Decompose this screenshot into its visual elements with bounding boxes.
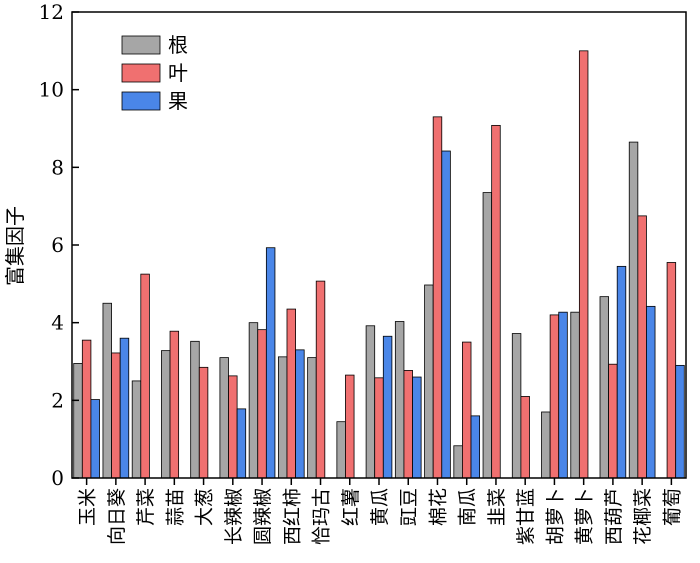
y-tick-label: 0 bbox=[51, 466, 64, 490]
category-label: 紫甘蓝 bbox=[515, 488, 537, 545]
bar bbox=[570, 311, 580, 479]
bar bbox=[102, 302, 112, 479]
bar bbox=[511, 333, 522, 479]
bar bbox=[190, 340, 200, 479]
bar bbox=[295, 349, 305, 479]
bar bbox=[131, 380, 142, 479]
bar bbox=[541, 411, 551, 479]
bar bbox=[73, 363, 83, 479]
bar bbox=[140, 273, 150, 479]
category-label: 蒜苗 bbox=[164, 488, 186, 526]
bars bbox=[73, 50, 685, 479]
bar bbox=[119, 337, 130, 479]
bar bbox=[599, 296, 610, 479]
legend: 根叶果 bbox=[121, 33, 188, 113]
bar bbox=[161, 350, 171, 479]
category-label: 大葱 bbox=[194, 488, 216, 526]
bar bbox=[169, 330, 180, 479]
bar bbox=[315, 280, 326, 479]
y-axis-title: 富集因子 bbox=[3, 206, 27, 286]
category-label: 红薯 bbox=[340, 488, 362, 526]
category-label: 向日葵 bbox=[106, 488, 128, 545]
bar bbox=[228, 375, 238, 479]
bar bbox=[286, 308, 296, 479]
legend-swatch bbox=[121, 91, 161, 111]
bar bbox=[441, 150, 451, 479]
bar bbox=[549, 314, 560, 479]
legend-label: 叶 bbox=[168, 61, 188, 85]
bar bbox=[453, 445, 463, 479]
bar bbox=[90, 399, 100, 479]
y-axis-ticks: 0 2 4 6 8 10 12 bbox=[39, 0, 79, 490]
category-label: 恰玛古 bbox=[311, 488, 333, 545]
bar bbox=[637, 215, 647, 479]
bar bbox=[198, 366, 209, 479]
category-label: 黄萝卜 bbox=[574, 488, 596, 545]
bar bbox=[470, 415, 481, 479]
bar bbox=[412, 376, 422, 479]
bar bbox=[491, 124, 501, 479]
bar bbox=[558, 311, 568, 479]
bar bbox=[365, 325, 376, 479]
bar bbox=[666, 262, 677, 479]
y-tick-label: 2 bbox=[51, 388, 64, 412]
category-label: 圆辣椒 bbox=[252, 488, 274, 545]
category-label: 长辣椒 bbox=[223, 488, 245, 545]
bar bbox=[432, 116, 443, 479]
bar bbox=[336, 421, 346, 479]
bar bbox=[219, 357, 229, 479]
bar bbox=[520, 396, 530, 479]
category-label: 黄瓜 bbox=[369, 488, 391, 526]
bar bbox=[248, 322, 259, 479]
bar bbox=[608, 363, 618, 479]
bar bbox=[675, 364, 685, 479]
legend-swatch bbox=[121, 35, 161, 55]
category-label: 棉花 bbox=[427, 488, 449, 526]
bar bbox=[236, 408, 247, 479]
y-tick-label: 4 bbox=[51, 311, 64, 335]
legend-label: 果 bbox=[168, 89, 188, 113]
bar bbox=[382, 335, 393, 479]
category-label: 花椰菜 bbox=[632, 488, 654, 545]
category-label: 西红柿 bbox=[281, 488, 303, 545]
bar bbox=[265, 247, 276, 479]
bar bbox=[578, 50, 589, 479]
bar bbox=[646, 305, 656, 479]
y-tick-label: 10 bbox=[39, 78, 64, 102]
bar bbox=[628, 141, 639, 479]
category-label: 葡萄 bbox=[661, 488, 683, 526]
bar bbox=[403, 370, 413, 479]
category-label: 芹菜 bbox=[135, 488, 157, 526]
category-label: 西葫芦 bbox=[603, 488, 625, 545]
bar bbox=[374, 377, 384, 479]
bar bbox=[307, 357, 317, 479]
category-label: 南瓜 bbox=[457, 488, 479, 526]
bar bbox=[424, 284, 434, 479]
legend-swatch bbox=[121, 63, 161, 83]
bar bbox=[111, 352, 121, 479]
category-label: 豇豆 bbox=[398, 488, 420, 526]
y-tick-label: 12 bbox=[39, 0, 64, 24]
bar bbox=[616, 265, 627, 479]
plot-frame bbox=[71, 11, 687, 479]
bar bbox=[277, 356, 288, 479]
y-tick-label: 6 bbox=[51, 233, 64, 257]
category-label: 韭菜 bbox=[486, 488, 508, 526]
bar bbox=[345, 374, 355, 479]
category-labels: 玉米 向日葵 芹菜 蒜苗 大葱 长辣椒 圆辣椒 西红柿 恰玛古 红薯 黄瓜 豇豆 棉花 南瓜 韭菜 紫甘蓝 胡萝… bbox=[77, 478, 683, 545]
bar bbox=[482, 192, 493, 479]
bar bbox=[462, 341, 472, 479]
legend-label: 根 bbox=[168, 33, 188, 57]
y-tick-label: 8 bbox=[51, 155, 64, 179]
bar bbox=[257, 329, 267, 479]
category-label: 玉米 bbox=[77, 488, 99, 526]
bar bbox=[394, 321, 405, 479]
category-label: 胡萝卜 bbox=[544, 488, 566, 545]
bar bbox=[81, 339, 92, 479]
